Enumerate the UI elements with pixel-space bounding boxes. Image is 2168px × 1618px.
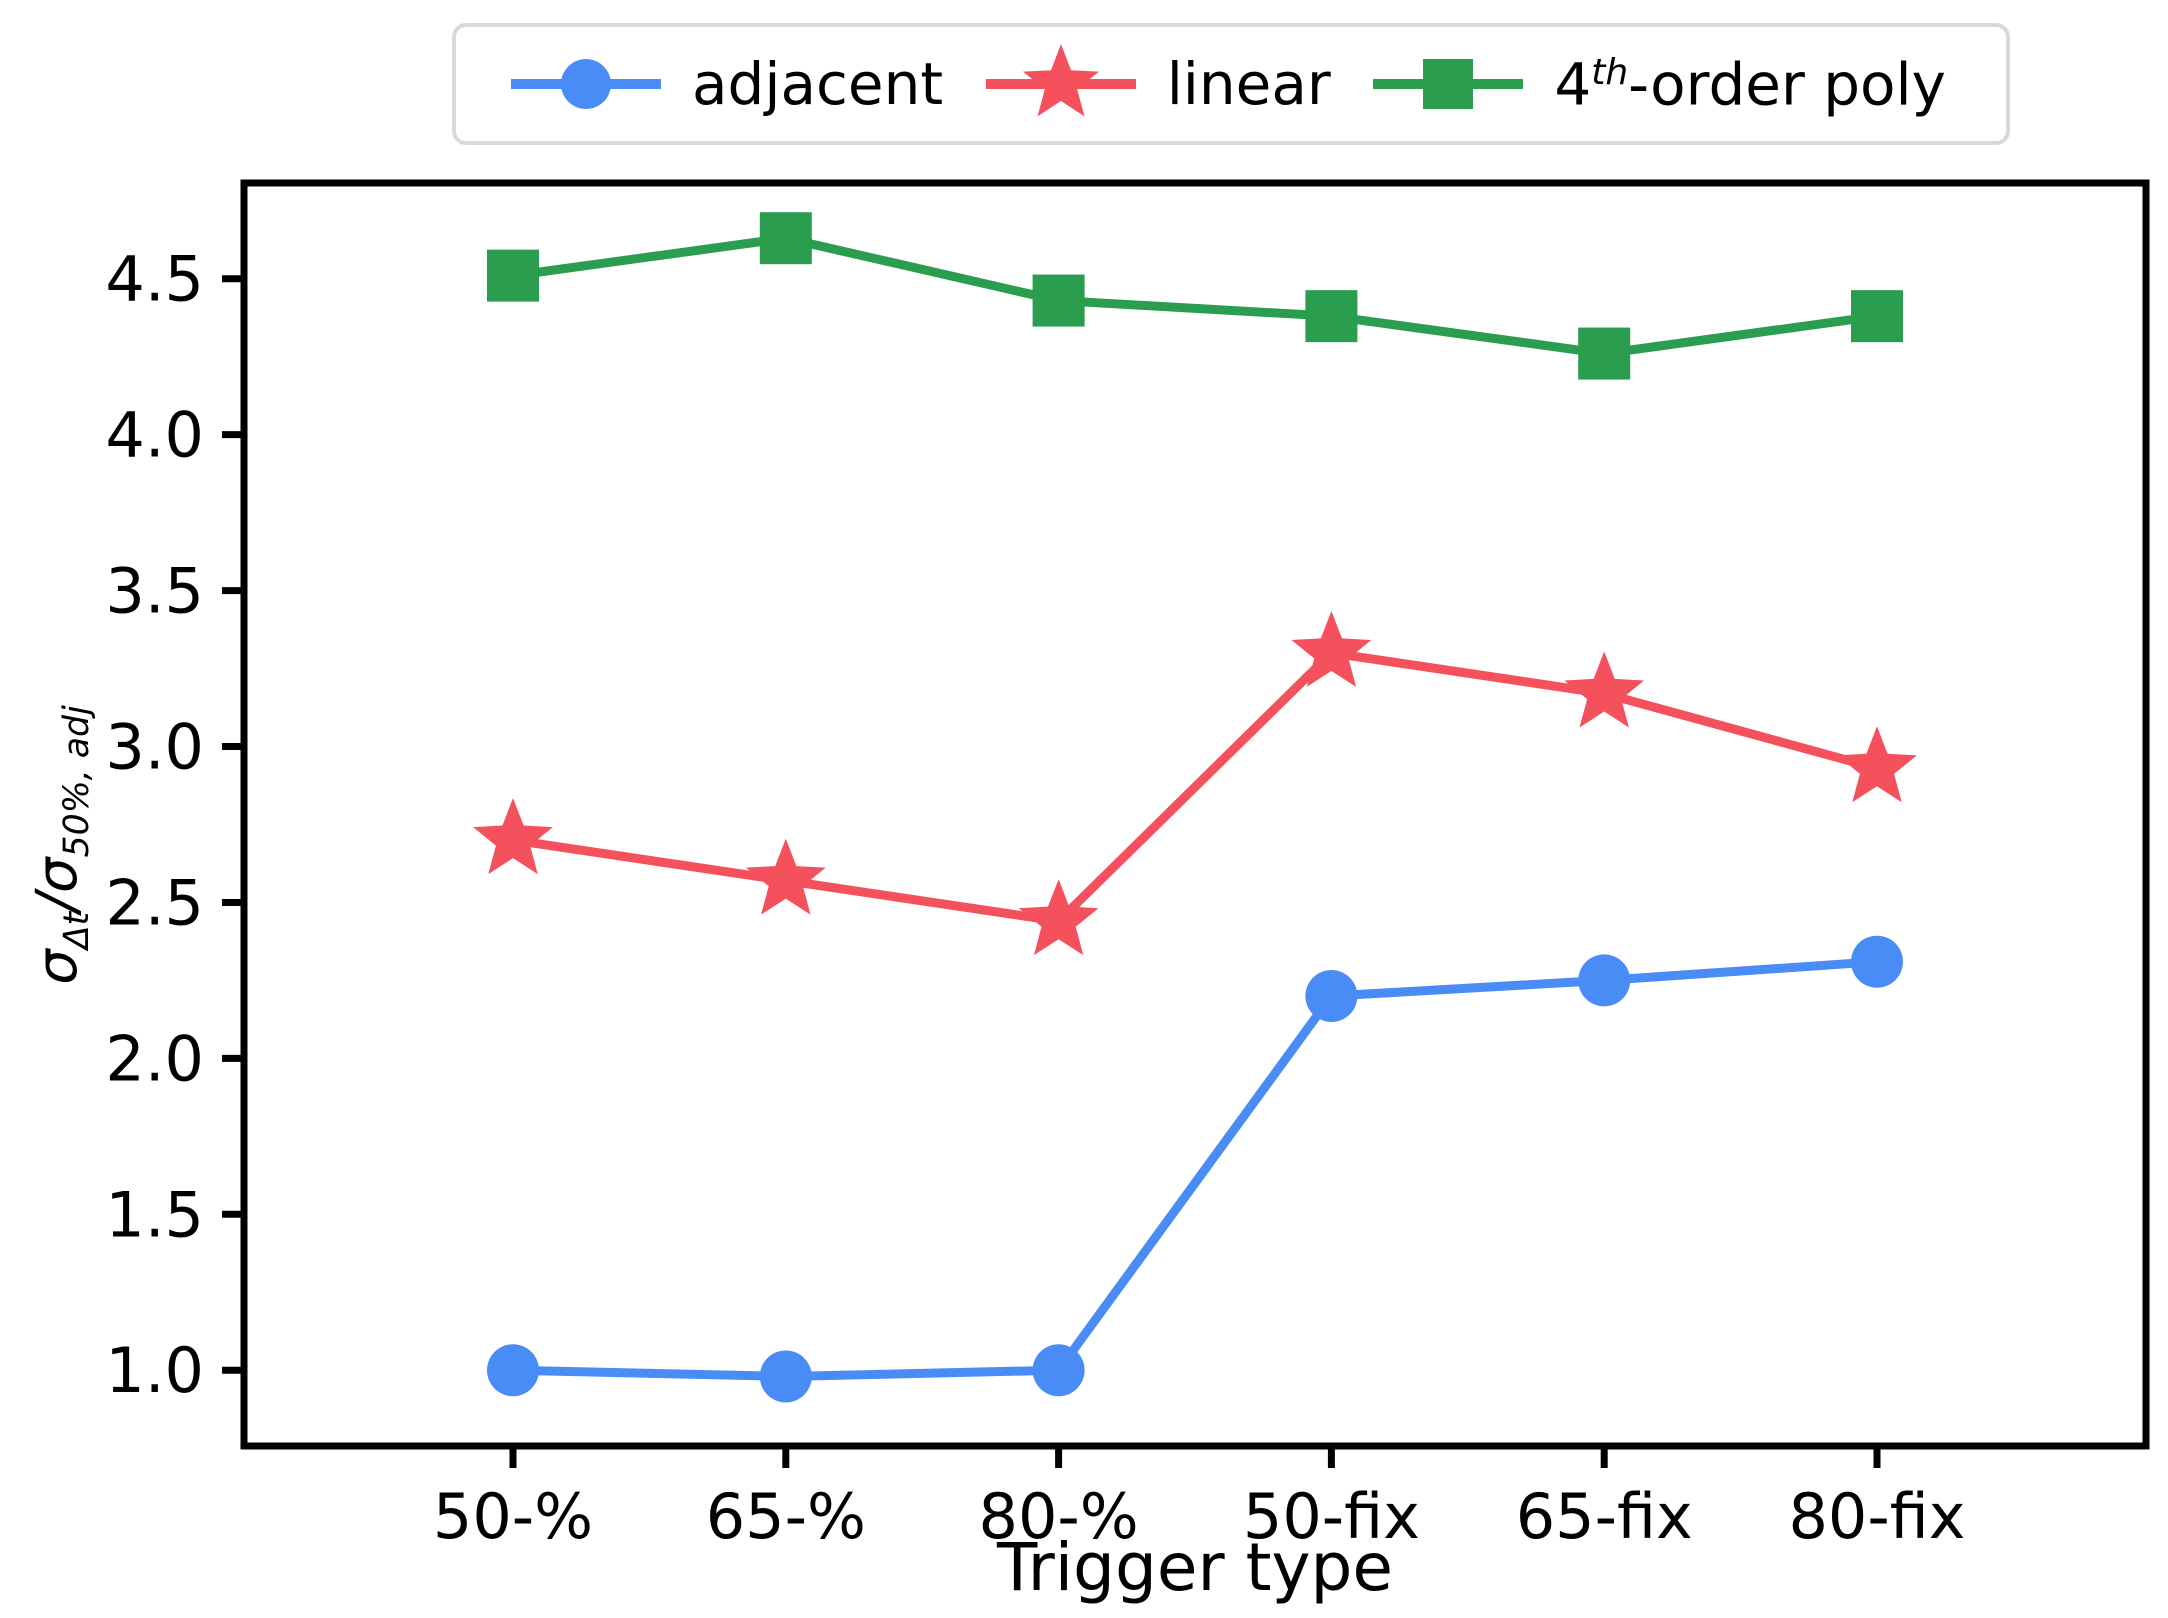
y-tick-label: 4.5 [105,243,204,316]
square-marker [1851,290,1903,343]
square-marker [487,249,539,302]
series-line-4th-order-poly [508,233,1882,359]
legend-label-linear: linear [1166,50,1331,118]
circle-marker [1032,1344,1085,1397]
x-tick-label: 50-% [433,1480,593,1553]
circle-marker [487,1344,539,1397]
star-marker [745,838,826,915]
square-glyph [1423,59,1474,109]
y-tick-label: 2.5 [105,866,204,939]
square-marker-icon [1373,59,1524,109]
series-line-adjacent [508,957,1882,1381]
legend-label-adjacent: adjacent [692,50,944,118]
x-axis-label: Trigger type [996,1529,1393,1606]
y-tick-label: 3.5 [105,555,204,628]
y-axis-label: σΔt/σ50%, adj [25,705,98,985]
circle-marker [1851,935,1903,988]
star-marker [1564,651,1645,728]
star-marker [1018,879,1099,956]
circle-marker [1578,954,1631,1007]
series-line-linear [508,648,1882,926]
x-tick-label: 65-fix [1516,1480,1693,1553]
circle-marker [759,1350,812,1403]
x-tick-label: 65-% [706,1480,866,1553]
legend-item-poly: 4th-order poly [1368,39,1946,129]
star-marker [473,798,553,875]
y-tick-label: 4.0 [105,399,204,472]
circle-glyph [561,59,611,109]
square-marker [1032,274,1085,327]
plot-border [240,179,2150,1450]
legend-label-poly: 4th-order poly [1554,50,1946,119]
x-tick-label: 50-fix [1243,1480,1420,1553]
x-tick-label: 80-fix [1788,1480,1965,1553]
y-tick-label: 3.0 [105,711,204,784]
square-marker [1305,290,1358,343]
star-marker-icon [985,44,1136,117]
legend-item-adjacent: adjacent [506,39,943,129]
star-marker [1837,726,1917,803]
legend: adjacent linear 4th-order poly [452,23,2010,145]
circle-marker-icon [511,59,661,109]
circle-marker [1305,969,1358,1022]
y-tick-label: 1.5 [105,1178,204,1251]
y-tick-label: 1.0 [105,1334,204,1407]
square-marker [1578,327,1631,380]
star-glyph [1022,44,1099,117]
legend-item-linear: linear [981,39,1331,129]
y-tick-label: 2.0 [105,1022,204,1095]
star-marker [1291,611,1372,687]
square-marker [759,212,812,265]
x-tick-label: 80-% [979,1480,1139,1553]
